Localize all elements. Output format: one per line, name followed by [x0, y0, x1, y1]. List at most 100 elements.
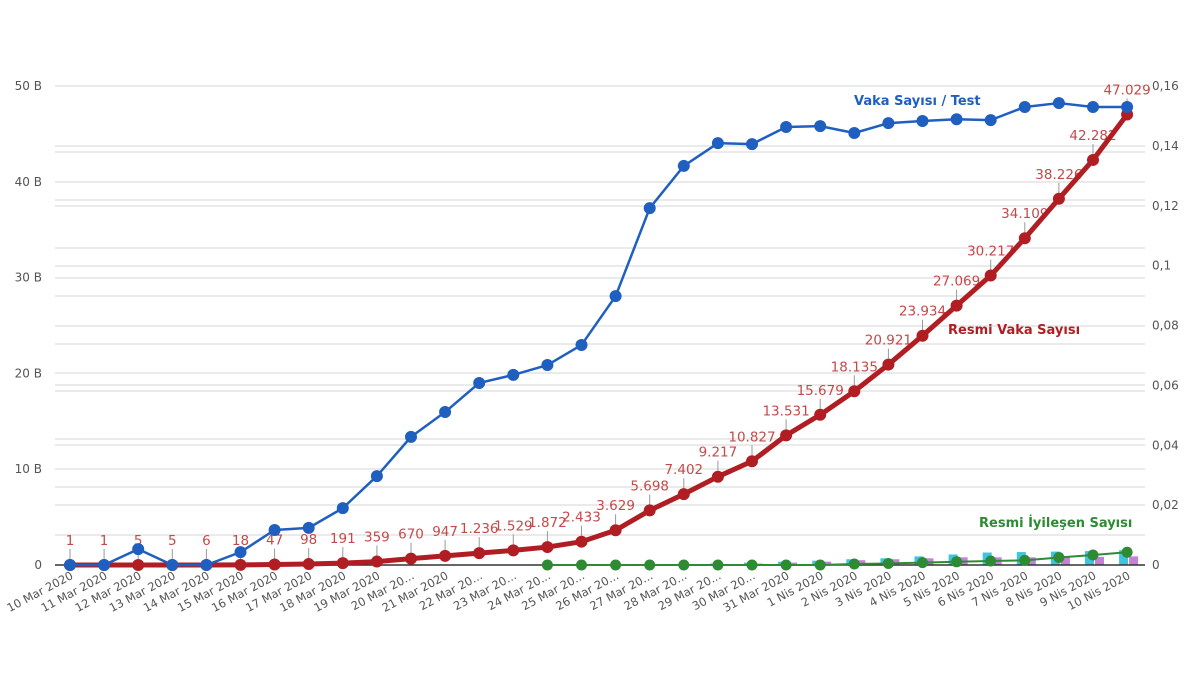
data-point[interactable] [1053, 551, 1065, 563]
data-point[interactable] [1052, 192, 1065, 205]
data-point[interactable] [848, 385, 861, 398]
data-point[interactable] [370, 555, 383, 568]
series-label-resmi-iyilesen: Resmi İyileşen Sayısı [979, 515, 1132, 531]
data-point[interactable] [234, 558, 247, 571]
data-point[interactable] [405, 430, 417, 443]
case-data-label: 20.921 [865, 333, 912, 349]
data-point[interactable] [711, 137, 724, 150]
y-left-tick-label: 0 [34, 558, 42, 572]
data-point[interactable] [677, 488, 690, 501]
y-right-tick-label: 0,1 [1152, 259, 1171, 273]
data-point[interactable] [439, 549, 452, 562]
data-point[interactable] [882, 117, 895, 130]
data-point[interactable] [336, 502, 349, 515]
data-point[interactable] [1052, 97, 1065, 110]
data-point[interactable] [200, 559, 213, 571]
case-data-label: 1 [66, 533, 75, 549]
data-point[interactable] [848, 558, 860, 570]
data-point[interactable] [166, 559, 179, 571]
data-point[interactable] [609, 524, 622, 537]
bar-purple [856, 560, 866, 565]
data-point[interactable] [302, 521, 315, 534]
data-point[interactable] [336, 557, 349, 570]
case-data-label: 30.217 [967, 244, 1014, 260]
case-data-label: 6 [202, 533, 211, 549]
data-point[interactable] [473, 547, 486, 560]
data-point[interactable] [64, 559, 76, 571]
data-point[interactable] [814, 120, 827, 133]
case-data-label: 3.629 [596, 498, 635, 514]
case-data-label: 27.069 [933, 274, 980, 290]
data-point[interactable] [780, 559, 792, 571]
y-right-tick-label: 0,06 [1152, 378, 1179, 392]
data-point[interactable] [473, 376, 486, 389]
series-label-vaka-test: Vaka Sayısı / Test [854, 94, 981, 109]
data-point[interactable] [541, 541, 554, 554]
data-point[interactable] [541, 559, 553, 571]
data-point[interactable] [746, 559, 758, 571]
data-point[interactable] [439, 406, 452, 419]
data-point[interactable] [917, 557, 928, 569]
y-left-tick-label: 40 B [15, 175, 42, 189]
data-point[interactable] [951, 556, 963, 568]
data-point[interactable] [950, 299, 963, 312]
case-data-label: 23.934 [899, 304, 946, 320]
data-point[interactable] [643, 504, 656, 517]
data-point[interactable] [610, 559, 622, 571]
data-point[interactable] [1087, 100, 1099, 113]
y-left-tick-label: 10 B [15, 462, 42, 476]
data-point[interactable] [984, 269, 997, 282]
data-point[interactable] [1087, 153, 1099, 166]
case-data-label: 191 [330, 531, 356, 547]
data-point[interactable] [882, 557, 894, 569]
case-data-label: 1 [100, 533, 109, 549]
data-point[interactable] [780, 121, 793, 134]
data-point[interactable] [712, 559, 724, 571]
data-point[interactable] [507, 544, 520, 557]
data-point[interactable] [268, 523, 281, 536]
data-point[interactable] [677, 159, 690, 172]
data-point[interactable] [780, 429, 793, 442]
case-data-label: 42.282 [1069, 128, 1116, 144]
data-point[interactable] [1121, 546, 1133, 558]
data-point[interactable] [1121, 100, 1134, 113]
case-data-label: 947 [432, 524, 458, 540]
data-point[interactable] [814, 559, 826, 571]
data-point[interactable] [814, 408, 827, 421]
data-point[interactable] [507, 368, 520, 381]
data-point[interactable] [268, 558, 281, 571]
data-point[interactable] [1087, 549, 1099, 561]
data-point[interactable] [575, 535, 588, 548]
data-point[interactable] [1018, 100, 1031, 113]
bar-cyan [1119, 550, 1129, 565]
data-point[interactable] [1018, 232, 1031, 245]
data-point[interactable] [644, 559, 656, 571]
data-point[interactable] [643, 202, 656, 215]
data-point[interactable] [576, 559, 587, 571]
data-point[interactable] [541, 359, 554, 372]
data-point[interactable] [575, 338, 588, 351]
data-point[interactable] [950, 113, 963, 126]
data-point[interactable] [609, 290, 622, 303]
data-point[interactable] [678, 559, 690, 571]
data-point[interactable] [302, 558, 315, 571]
data-point[interactable] [848, 127, 861, 140]
case-data-label: 13.531 [762, 403, 809, 419]
data-point[interactable] [405, 552, 417, 565]
data-point[interactable] [985, 555, 997, 567]
data-point[interactable] [711, 470, 724, 483]
data-point[interactable] [132, 543, 145, 556]
data-point[interactable] [746, 455, 758, 468]
data-point[interactable] [234, 546, 247, 559]
data-point[interactable] [132, 558, 145, 571]
data-point[interactable] [882, 358, 895, 371]
data-point[interactable] [370, 470, 383, 483]
case-data-label: 359 [364, 530, 390, 546]
data-point[interactable] [98, 559, 111, 571]
data-point[interactable] [916, 329, 929, 342]
bar-purple [788, 562, 798, 565]
data-point[interactable] [746, 138, 758, 151]
data-point[interactable] [984, 114, 997, 127]
data-point[interactable] [916, 115, 929, 128]
data-point[interactable] [1019, 554, 1031, 566]
